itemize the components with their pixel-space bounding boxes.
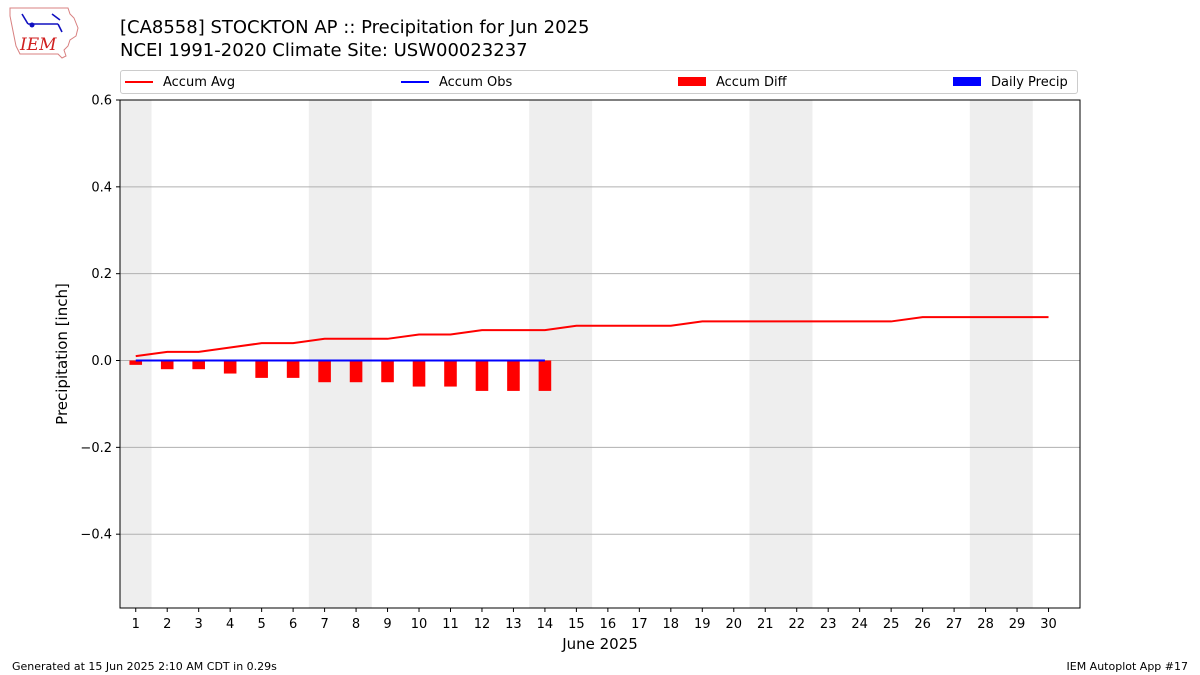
x-tick-label-15: 15 [568, 617, 585, 632]
x-tick-label-9: 9 [383, 617, 391, 632]
x-tick-label-21: 21 [757, 617, 774, 632]
weekend-shade-4 [749, 100, 813, 608]
accum-diff-bar-8 [349, 360, 363, 383]
legend-item-accum-diff: Accum Diff [678, 74, 787, 92]
x-tick-label-30: 30 [1040, 617, 1057, 632]
logo-state-outline [9, 7, 79, 59]
x-tick-label-29: 29 [1009, 617, 1026, 632]
x-tick-label-24: 24 [851, 617, 868, 632]
logo-weather-glyphs [21, 13, 63, 33]
x-tick-label-4: 4 [226, 617, 234, 632]
x-tick-label-19: 19 [694, 617, 711, 632]
y-tick-label-3: 0.2 [91, 267, 112, 282]
accum-diff-bar-6 [286, 360, 300, 378]
generated-timestamp: Generated at 15 Jun 2025 2:10 AM CDT in … [12, 660, 277, 673]
accum-diff-bar-14 [538, 360, 552, 391]
x-tick-label-11: 11 [442, 617, 459, 632]
legend-item-accum-avg: Accum Avg [125, 74, 235, 92]
series-lines [135, 316, 1049, 362]
x-tick-label-18: 18 [663, 617, 680, 632]
legend-label-accum-diff: Accum Diff [716, 75, 787, 90]
x-tick-label-8: 8 [352, 617, 360, 632]
legend-item-daily-precip: Daily Precip [953, 74, 1068, 92]
iem-logo: IEM [9, 7, 79, 59]
x-tick-label-2: 2 [163, 617, 171, 632]
x-tick-label-28: 28 [977, 617, 994, 632]
y-tick-label-2: 0.0 [91, 354, 112, 369]
x-tick-label-22: 22 [788, 617, 805, 632]
plot-frame [119, 99, 1081, 609]
app-credit: IEM Autoplot App #17 [1066, 660, 1189, 673]
x-tick-label-12: 12 [474, 617, 491, 632]
accum-diff-bar-4 [223, 360, 237, 374]
x-tick-label-26: 26 [914, 617, 931, 632]
legend-swatch-daily-precip [953, 77, 981, 86]
accum-diff-bar-9 [381, 360, 394, 383]
x-tick-label-17: 17 [631, 617, 648, 632]
grid-lines [120, 99, 1080, 535]
weekend-shade-2 [308, 100, 372, 608]
legend-item-accum-obs: Accum Obs [401, 74, 512, 92]
y-tick-label-4: 0.4 [91, 180, 112, 195]
x-tick-label-7: 7 [320, 617, 328, 632]
y-tick-label-1: −0.2 [80, 441, 112, 456]
accum-diff-bar-7 [318, 360, 331, 383]
x-tick-label-25: 25 [883, 617, 900, 632]
logo-dot [29, 22, 35, 28]
legend-label-accum-avg: Accum Avg [163, 75, 236, 90]
x-tick-label-20: 20 [725, 617, 742, 632]
legend-swatch-accum-avg [125, 80, 153, 83]
accum-diff-bar-13 [507, 360, 520, 391]
legend-swatch-accum-diff [678, 77, 706, 86]
x-tick-label-13: 13 [505, 617, 522, 632]
weekend-shade-5 [969, 100, 1033, 608]
accum-diff-bars [129, 360, 552, 391]
chart-subtitle: NCEI 1991-2020 Climate Site: USW00023237 [120, 40, 528, 61]
accum-diff-bar-1 [129, 360, 143, 365]
x-tick-label-16: 16 [600, 617, 617, 632]
weekend-shade-3 [529, 100, 593, 608]
legend-swatch-accum-obs [401, 80, 429, 83]
x-tick-label-23: 23 [820, 617, 837, 632]
accum-diff-bar-10 [412, 360, 426, 387]
x-tick-label-27: 27 [946, 617, 963, 632]
precipitation-chart: −0.4−0.20.00.20.40.6 1 2 3 4 5 6 7 8 9 10 11 12 13 14… [53, 94, 1081, 653]
y-tick-label-5: 0.6 [91, 94, 112, 109]
x-tick-label-6: 6 [289, 617, 297, 632]
legend-label-daily-precip: Daily Precip [991, 75, 1068, 90]
accum-diff-bar-3 [192, 360, 205, 370]
x-axis-ticks: 1 2 3 4 5 6 7 8 9 10 11 12 13 14 15 16 17 18 19 20 21 22 23 24 2… [132, 608, 1057, 632]
legend-label-accum-obs: Accum Obs [439, 75, 513, 90]
accum-diff-bar-5 [255, 360, 268, 378]
y-axis-label: Precipitation [inch] [53, 283, 71, 425]
y-tick-label-0: −0.4 [80, 528, 112, 543]
chart-legend: Accum Avg Accum Obs Accum Diff Daily Pre… [120, 70, 1078, 94]
x-tick-label-5: 5 [257, 617, 265, 632]
x-tick-label-3: 3 [195, 617, 203, 632]
accum-diff-bar-12 [475, 360, 489, 391]
accum-avg-line [135, 316, 1049, 358]
x-tick-label-1: 1 [132, 617, 140, 632]
accum-diff-bar-11 [444, 360, 457, 387]
x-axis-label: June 2025 [561, 635, 638, 653]
chart-title: [CA8558] STOCKTON AP :: Precipitation fo… [120, 17, 590, 38]
x-tick-label-14: 14 [537, 617, 554, 632]
accum-diff-bar-2 [160, 360, 174, 370]
y-axis-ticks: −0.4 −0.2 0.0 0.2 0.4 0.6 [80, 94, 120, 543]
weekend-shading [120, 100, 1033, 608]
logo-text: IEM [19, 35, 57, 55]
x-tick-label-10: 10 [411, 617, 428, 632]
